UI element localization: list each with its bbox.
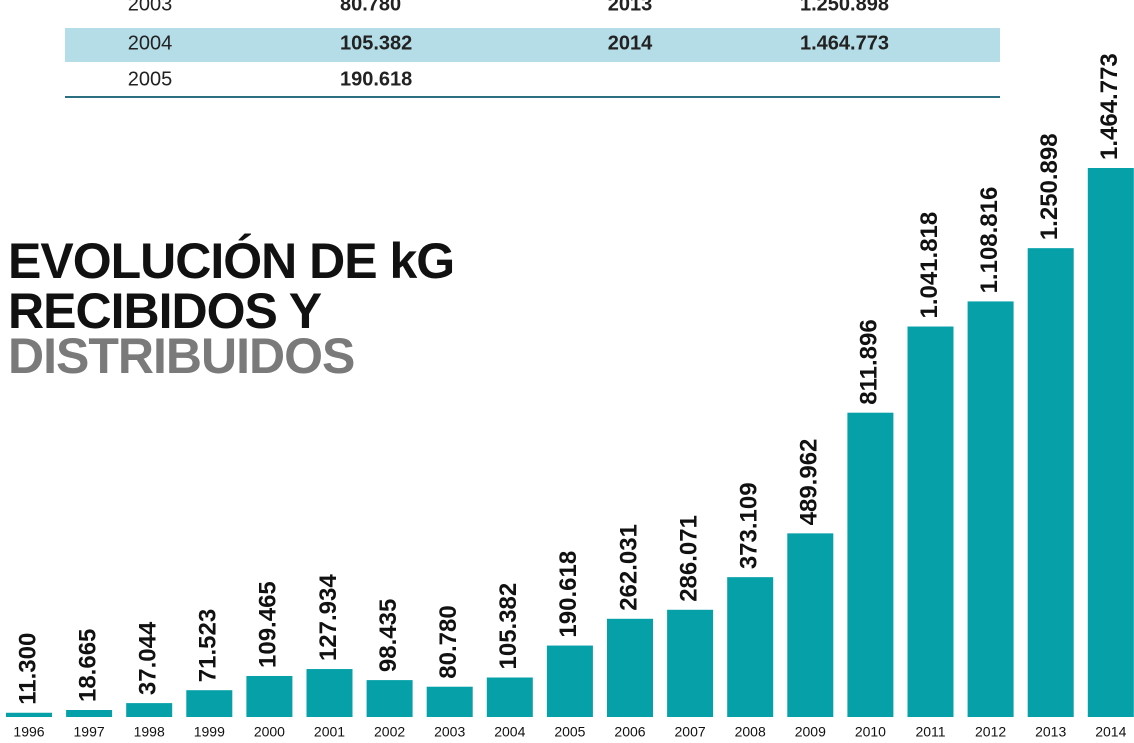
table-cell: 105.382: [340, 32, 412, 54]
bar: [787, 533, 834, 717]
bar: [246, 675, 293, 717]
bar: [66, 710, 113, 717]
x-tick-label: 2001: [314, 724, 345, 740]
value-label: 1.041.818: [916, 212, 943, 319]
value-label: 105.382: [495, 583, 522, 670]
bar: [6, 712, 52, 717]
bar: [306, 669, 353, 717]
x-tick-label: 2008: [735, 724, 766, 740]
x-tick-label: 2005: [554, 724, 585, 740]
chart-title: DISTRIBUIDOS: [8, 328, 354, 384]
bar: [486, 677, 533, 717]
value-label: 80.780: [435, 605, 462, 678]
bar: [667, 609, 714, 717]
value-label: 190.618: [555, 551, 582, 638]
table-cell: 1.250.898: [800, 0, 889, 15]
value-label: 286.071: [675, 515, 702, 602]
value-label: 127.934: [315, 574, 342, 661]
bar: [126, 703, 173, 717]
table-cell: 2004: [128, 32, 173, 54]
bar: [546, 645, 593, 717]
x-tick-label: 1999: [194, 724, 225, 740]
row-highlight: [65, 28, 1000, 62]
value-label: 262.031: [615, 524, 642, 611]
x-tick-label: 2004: [494, 724, 525, 740]
x-tick-label: 2010: [855, 724, 886, 740]
x-tick-label: 1996: [13, 724, 44, 740]
x-tick-label: 2002: [374, 724, 405, 740]
bar: [847, 412, 894, 717]
bar: [607, 618, 653, 717]
table-cell: 2013: [608, 0, 653, 15]
value-label: 1.250.898: [1036, 133, 1063, 240]
table-cell: 2005: [128, 68, 173, 90]
x-tick-label: 2011: [915, 724, 945, 740]
bar: [426, 686, 473, 717]
value-label: 489.962: [796, 439, 823, 526]
bar: [186, 690, 233, 717]
value-label: 71.523: [195, 609, 222, 682]
value-label: 1.464.773: [1096, 53, 1123, 160]
chart-title: RECIBIDOS Y: [8, 283, 322, 339]
x-tick-label: 1998: [134, 724, 165, 740]
x-tick-label: 2012: [975, 724, 1006, 740]
chart-title: EVOLUCIÓN DE kG: [8, 233, 454, 289]
value-label: 373.109: [736, 482, 763, 569]
table-cell: 2014: [608, 32, 653, 54]
bar: [907, 326, 954, 717]
value-label: 98.435: [375, 599, 402, 672]
value-label: 11.300: [14, 633, 41, 705]
bar: [366, 680, 413, 717]
bar: [1027, 248, 1074, 717]
x-tick-label: 2014: [1095, 724, 1126, 740]
value-label: 811.896: [856, 319, 883, 404]
bar: [727, 577, 774, 717]
x-tick-label: 2006: [614, 724, 645, 740]
x-tick-label: 2000: [254, 724, 285, 740]
x-tick-label: 2013: [1035, 724, 1066, 740]
x-tick-label: 2009: [795, 724, 826, 740]
value-label: 109.465: [255, 581, 282, 668]
table-cell: 80.780: [340, 0, 401, 15]
value-label: 37.044: [135, 621, 162, 695]
bar: [1087, 168, 1134, 717]
x-tick-label: 1997: [74, 724, 105, 740]
table-cell: 2003: [128, 0, 173, 15]
value-label: 18.665: [74, 629, 101, 702]
x-tick-label: 2007: [675, 724, 706, 740]
table-cell: 1.464.773: [800, 32, 889, 54]
x-tick-label: 2003: [434, 724, 465, 740]
bar: [967, 301, 1014, 717]
table-cell: 190.618: [340, 68, 412, 90]
value-label: 1.108.816: [976, 187, 1003, 294]
